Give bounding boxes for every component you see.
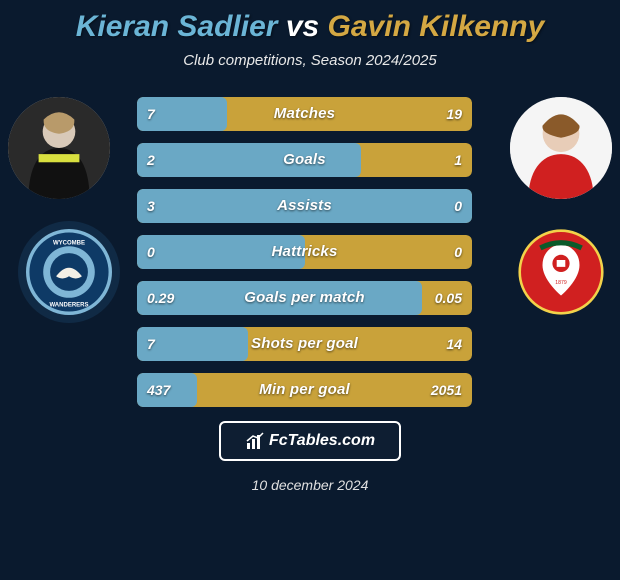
player-b-name: Gavin Kilkenny [328,10,545,43]
stat-row: 21Goals [137,143,472,177]
chart-icon [245,431,265,451]
stat-row: 4372051Min per goal [137,373,472,407]
subtitle: Club competitions, Season 2024/2025 [0,52,620,69]
stat-label: Goals [137,143,472,177]
brand-box: FcTables.com [219,421,401,461]
avatar-placeholder-icon [8,97,110,199]
stat-label: Min per goal [137,373,472,407]
svg-text:WYCOMBE: WYCOMBE [53,240,85,246]
club-b-badge: 1879 [510,221,612,323]
club-a-badge: WYCOMBE WANDERERS [18,221,120,323]
date-text: 10 december 2024 [0,477,620,493]
vs-text: vs [286,10,319,43]
svg-text:1879: 1879 [555,280,567,286]
stat-row: 714Shots per goal [137,327,472,361]
player-a-avatar [8,97,110,199]
player-a-name: Kieran Sadlier [76,10,278,43]
stat-row: 30Assists [137,189,472,223]
svg-text:WANDERERS: WANDERERS [49,302,88,308]
stat-label: Hattricks [137,235,472,269]
avatar-placeholder-icon [510,97,612,199]
comparison-content: WYCOMBE WANDERERS 1879 719Matches 21Goals… [0,97,620,407]
stat-label: Matches [137,97,472,131]
stat-row: 719Matches [137,97,472,131]
brand-text: FcTables.com [269,432,375,450]
club-badge-icon: 1879 [518,229,604,315]
player-b-avatar [510,97,612,199]
stat-label: Shots per goal [137,327,472,361]
club-badge-icon: WYCOMBE WANDERERS [26,229,112,315]
stat-row: 00Hattricks [137,235,472,269]
stat-row: 0.290.05Goals per match [137,281,472,315]
comparison-title: Kieran Sadlier vs Gavin Kilkenny [0,0,620,44]
stat-rows: 719Matches 21Goals 30Assists 00Hattricks 0.2… [137,97,472,407]
stat-label: Goals per match [137,281,472,315]
stat-label: Assists [137,189,472,223]
